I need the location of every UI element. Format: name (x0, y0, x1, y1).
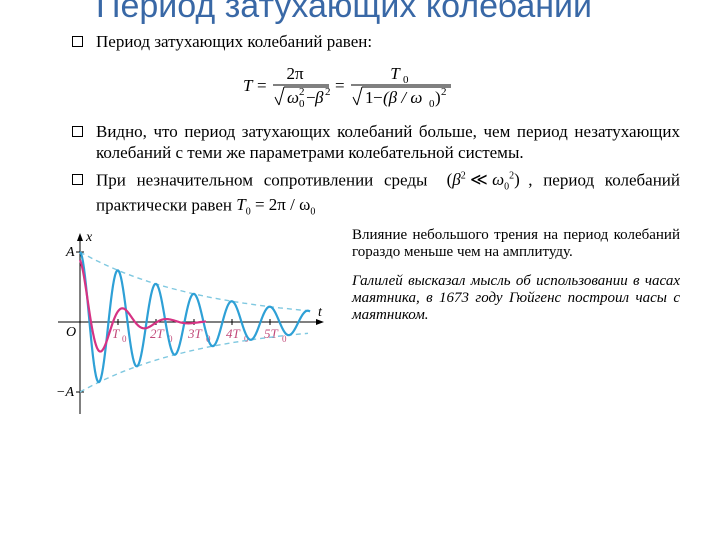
bullet-list: Период затухающих колебаний равен: T=2πω… (72, 31, 680, 219)
bullet-item-3: При незначительном сопротивлении среды (… (72, 169, 680, 219)
lower-row: xA−AOtT02T03T04T05T0 Влияние небольшого … (0, 227, 720, 427)
svg-text:T: T (390, 64, 401, 83)
svg-text:2T: 2T (150, 326, 165, 341)
svg-text:t: t (318, 305, 323, 320)
svg-text:2: 2 (325, 86, 331, 98)
svg-text:=: = (335, 76, 345, 95)
side-paragraph-1: Влияние небольшого трения на период коле… (352, 227, 680, 261)
side-paragraph-2: Галилей высказал мысль об использовании … (352, 273, 680, 324)
svg-text:): ) (435, 88, 441, 107)
svg-text:0: 0 (403, 74, 409, 86)
svg-text:2: 2 (299, 86, 305, 98)
svg-text:0: 0 (299, 98, 305, 110)
svg-text:x: x (85, 230, 93, 245)
svg-text:2π: 2π (286, 64, 304, 83)
svg-text:β: β (314, 88, 324, 107)
svg-text:T: T (112, 326, 120, 341)
slide-title: Период затухающих колебаний (0, 0, 720, 25)
bullet-item-1: Период затухающих колебаний равен: T=2πω… (72, 31, 680, 114)
inline-formula-condition: (β2 ≪ ω02) (438, 169, 528, 194)
svg-text:−: − (373, 88, 383, 107)
svg-text:−A: −A (56, 385, 74, 400)
inline-formula-t0: T0 = 2π / ω0 (236, 194, 315, 219)
bullet-item-2: Видно, что период затухающих колебаний б… (72, 121, 680, 164)
bullet-2-text: Видно, что период затухающих колебаний б… (96, 122, 680, 162)
svg-text:5T: 5T (264, 326, 279, 341)
formula-period: T=2πω02−β2=T01−(β / ω0)2 (96, 57, 680, 115)
svg-text:O: O (66, 325, 76, 340)
slide-body: Период затухающих колебаний равен: T=2πω… (0, 25, 720, 219)
bullet-3-before: При незначительном сопротивлении среды (96, 171, 427, 190)
svg-text:=: = (257, 76, 267, 95)
bullet-1-text: Период затухающих колебаний равен: (96, 32, 372, 51)
svg-text:(β / ω: (β / ω (383, 88, 422, 107)
svg-text:2: 2 (441, 86, 447, 98)
svg-text:3T: 3T (187, 326, 203, 341)
svg-text:ω: ω (287, 88, 299, 107)
damping-graph: xA−AOtT02T03T04T05T0 (38, 227, 328, 427)
svg-text:0: 0 (122, 334, 127, 344)
svg-text:A: A (65, 245, 75, 260)
svg-text:4T: 4T (226, 326, 241, 341)
svg-text:T: T (243, 76, 254, 95)
side-text: Влияние небольшого трения на период коле… (352, 227, 680, 427)
